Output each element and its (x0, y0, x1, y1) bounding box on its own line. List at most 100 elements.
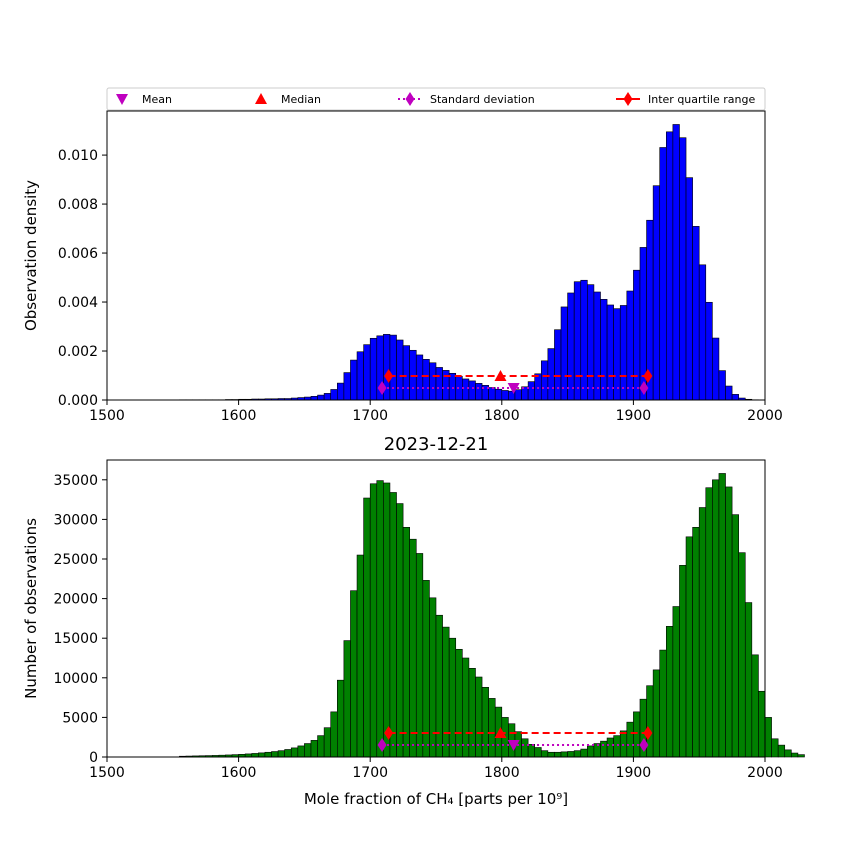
x-tick-label: 1600 (221, 765, 257, 781)
histogram-bar (468, 380, 476, 401)
histogram-bar (350, 590, 358, 758)
histogram-bar (659, 147, 667, 401)
axes-frame (106, 110, 766, 401)
histogram-bar (501, 390, 509, 401)
histogram-bar (685, 177, 693, 401)
histogram-bar (350, 359, 358, 401)
axes-frame (106, 459, 766, 758)
histogram-bar (540, 750, 549, 758)
y-axis-label: Number of observations (22, 518, 40, 699)
x-tick-label: 2000 (747, 765, 783, 781)
y-tick-label: 0.000 (58, 393, 98, 409)
legend-marker (255, 93, 267, 104)
histogram-bar (672, 124, 680, 401)
histogram-bar (547, 348, 555, 401)
histogram-bar (580, 748, 588, 758)
histogram-bar (481, 686, 489, 758)
histogram-bar (797, 754, 805, 758)
histogram-bar (712, 479, 720, 758)
legend-entry: Inter quartile range (616, 92, 755, 106)
histogram-bar (679, 565, 687, 758)
histogram-bar (567, 751, 575, 758)
histogram-bar (554, 329, 562, 401)
histogram-bar (290, 747, 299, 758)
x-tick-label: 1800 (484, 765, 520, 781)
histogram-bar (317, 735, 325, 758)
histogram-bar (698, 507, 707, 758)
histogram-bar (633, 269, 641, 401)
legend-label: Median (281, 93, 321, 106)
histogram-bar (527, 381, 535, 401)
histogram-bar (573, 281, 582, 401)
histogram-bar (619, 730, 628, 758)
histogram-bar (534, 747, 542, 758)
x-tick-label: 1900 (616, 408, 652, 424)
histogram-bar (593, 291, 601, 401)
histogram-bar (323, 727, 332, 758)
histogram-bar (791, 752, 799, 758)
histogram-bar (692, 226, 700, 401)
histogram-bar (626, 721, 634, 758)
legend-label: Mean (142, 93, 172, 106)
histogram-bar (613, 735, 621, 758)
histogram-bar (771, 738, 779, 758)
histogram-bar (738, 552, 746, 758)
histogram-bar (777, 744, 786, 758)
y-axis-label: Observation density (22, 180, 40, 331)
histogram-bar (751, 654, 759, 758)
mean-marker (507, 383, 520, 394)
histogram-bar (744, 602, 753, 758)
histogram-bar (475, 383, 483, 401)
mean-marker (507, 740, 520, 751)
histogram-bar (600, 299, 608, 401)
histogram-bar (758, 690, 766, 758)
statistics-markers (377, 726, 653, 752)
iqr-low-marker (384, 726, 394, 740)
histogram-bar (540, 360, 549, 401)
y-tick-label: 20000 (53, 592, 98, 608)
chart-title: 2023-12-21 (384, 434, 489, 455)
iqr-high-marker (643, 726, 653, 740)
histogram-bar (672, 606, 680, 758)
x-tick-label: 1700 (352, 765, 388, 781)
legend-marker (623, 92, 633, 106)
median-marker (494, 370, 507, 381)
histogram-bar (521, 738, 529, 758)
histogram-bar (587, 284, 595, 401)
histogram-bar (330, 389, 338, 401)
y-tick-label: 25000 (53, 552, 98, 568)
histogram-bar (731, 514, 739, 758)
histogram-bar (442, 626, 450, 758)
y-tick-label: 0.010 (58, 148, 98, 164)
histogram-bar (429, 362, 437, 401)
histogram-bar (527, 744, 535, 758)
x-axis-label: Mole fraction of CH₄ [parts per 10⁹] (304, 790, 568, 808)
x-tick-label: 1800 (484, 408, 520, 424)
histogram-bar (587, 745, 595, 758)
histogram-bar (600, 740, 608, 758)
histogram-bar (369, 483, 378, 758)
x-tick-label: 1700 (352, 408, 388, 424)
histogram-bar (652, 669, 661, 758)
y-tick-label: 0.004 (58, 295, 98, 311)
histogram-bar (396, 503, 404, 758)
y-tick-label: 0.002 (58, 344, 98, 360)
histogram-bar (369, 337, 378, 401)
histogram-bar (619, 305, 628, 401)
histogram-bar (442, 370, 450, 401)
histogram-bar (567, 292, 575, 401)
histogram-bar (665, 626, 674, 758)
histogram-bar (547, 751, 555, 758)
y-tick-label: 5000 (62, 710, 98, 726)
legend-marker (116, 94, 128, 105)
histogram-bar (284, 749, 292, 758)
histogram-bar (560, 751, 568, 758)
y-tick-label: 0.006 (58, 246, 98, 262)
histogram-bar (679, 137, 687, 401)
histogram-bar (462, 378, 470, 401)
count-histogram-panel: 1500 1600 1700 1800 1900 20000500010000150002… (22, 434, 805, 808)
histogram-bar (633, 711, 641, 758)
y-tick-label: 35000 (53, 473, 98, 489)
legend-entry: Median (255, 93, 321, 106)
